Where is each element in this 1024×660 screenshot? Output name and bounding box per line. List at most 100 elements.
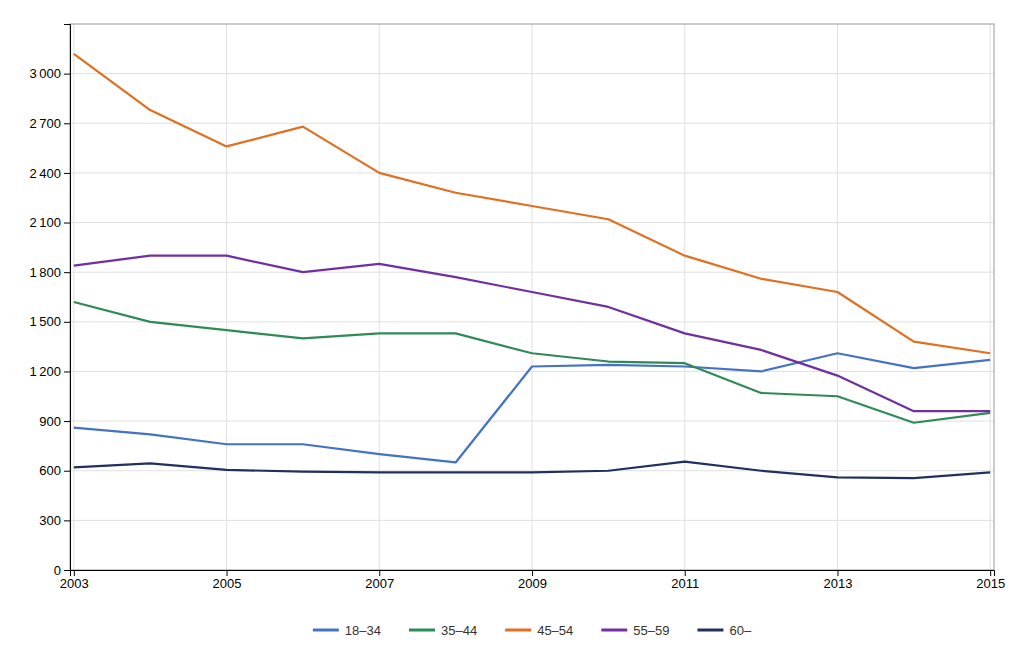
tick-label: 2005 xyxy=(213,576,242,591)
tick-mark xyxy=(64,471,70,472)
legend-label: 60– xyxy=(729,623,751,638)
grid-line-y xyxy=(70,321,994,322)
tick-label: 2 400 xyxy=(29,166,61,181)
grid-line-x xyxy=(990,24,991,570)
tick-mark xyxy=(685,570,686,576)
tick-label: 300 xyxy=(39,513,61,528)
chart-container: 2003 2005 2007 2009 2011 2013 2015 0 300 600 900 1 … xyxy=(0,0,1024,660)
lines xyxy=(74,54,990,478)
tick: 2007 xyxy=(365,570,394,591)
tick-label: 1 500 xyxy=(29,314,61,329)
plot: 2003 2005 2007 2009 2011 2013 2015 0 300 600 900 1 … xyxy=(29,24,1005,591)
legend-item: 60– xyxy=(697,623,751,638)
tick-label: 1 200 xyxy=(29,364,61,379)
axis-line xyxy=(64,25,71,571)
grid-line-y xyxy=(70,222,994,223)
tick-mark xyxy=(379,570,380,576)
tick: 1 800 xyxy=(29,265,70,280)
legend-item: 18–34 xyxy=(313,623,381,638)
tick-label: 2015 xyxy=(976,576,1005,591)
tick: 300 xyxy=(39,513,70,528)
tick-mark xyxy=(64,520,70,521)
y-axis: 0 300 600 900 1 200 1 500 1 800 2 100 2 400 2 700… xyxy=(29,25,70,578)
grid-line-x xyxy=(684,24,685,570)
grid-line-y xyxy=(70,123,994,124)
legend-label: 35–44 xyxy=(441,623,477,638)
tick: 2 100 xyxy=(29,215,70,230)
tick-label: 3 000 xyxy=(29,66,61,81)
legend-item: 35–44 xyxy=(409,623,477,638)
tick-mark xyxy=(64,272,70,273)
legend-item: 55–59 xyxy=(601,623,669,638)
plot-frame xyxy=(70,24,994,570)
tick: 2 400 xyxy=(29,166,70,181)
tick-label: 2009 xyxy=(518,576,547,591)
tick: 0 xyxy=(54,563,70,578)
tick-mark xyxy=(532,570,533,576)
tick: 2013 xyxy=(823,570,852,591)
tick: 1 200 xyxy=(29,364,70,379)
tick-mark xyxy=(990,570,991,576)
chart-svg: 2003 2005 2007 2009 2011 2013 2015 0 300 600 900 1 … xyxy=(0,0,1024,660)
tick-mark xyxy=(64,570,70,571)
legend-label: 55–59 xyxy=(633,623,669,638)
tick-mark xyxy=(64,223,70,224)
tick-label: 2007 xyxy=(365,576,394,591)
grid-line-x xyxy=(73,24,74,570)
grid-line-y xyxy=(70,73,994,74)
legend-label: 18–34 xyxy=(345,623,381,638)
x-axis: 2003 2005 2007 2009 2011 2013 2015 xyxy=(60,570,1005,591)
legend-swatch xyxy=(601,629,627,632)
tick: 2003 xyxy=(60,570,89,591)
tick-label: 1 800 xyxy=(29,265,61,280)
grid-line-y xyxy=(70,272,994,273)
grid-line-y xyxy=(70,172,994,173)
tick-mark xyxy=(74,570,75,576)
grid-line-y xyxy=(70,470,994,471)
legend-label: 45–54 xyxy=(537,623,573,638)
grid-line-x xyxy=(532,24,533,570)
legend-swatch xyxy=(697,629,723,632)
grid-line-x xyxy=(379,24,380,570)
series-line xyxy=(74,462,990,479)
grid-line-x xyxy=(226,24,227,570)
tick-mark xyxy=(227,570,228,576)
tick: 3 000 xyxy=(29,66,70,81)
series-line xyxy=(74,302,990,423)
legend-swatch xyxy=(409,629,435,632)
tick-label: 900 xyxy=(39,414,61,429)
grid-line-x xyxy=(837,24,838,570)
series-line xyxy=(74,54,990,353)
grid-line-y xyxy=(70,371,994,372)
tick: 2 700 xyxy=(29,116,70,131)
legend-item: 45–54 xyxy=(505,623,573,638)
tick-mark xyxy=(64,371,70,372)
tick-label: 600 xyxy=(39,463,61,478)
tick: 1 500 xyxy=(29,314,70,329)
grid-line-y xyxy=(70,520,994,521)
tick-label: 2 100 xyxy=(29,215,61,230)
tick-mark xyxy=(64,123,70,124)
tick: 2005 xyxy=(213,570,242,591)
tick-mark xyxy=(64,322,70,323)
tick: 600 xyxy=(39,463,70,478)
tick-mark xyxy=(64,173,70,174)
series-line xyxy=(74,256,990,412)
tick-mark xyxy=(64,74,70,75)
grid xyxy=(70,24,994,570)
grid-line-y xyxy=(70,421,994,422)
legend: 18–34 35–44 45–54 55–59 60– xyxy=(313,623,752,638)
tick-mark xyxy=(837,570,838,576)
tick-label: 0 xyxy=(54,563,61,578)
axis-line xyxy=(71,571,995,577)
tick: 2015 xyxy=(976,570,1005,591)
tick-label: 2013 xyxy=(823,576,852,591)
tick-label: 2003 xyxy=(60,576,89,591)
legend-swatch xyxy=(505,629,531,632)
tick-label: 2011 xyxy=(671,576,699,591)
legend-swatch xyxy=(313,629,339,632)
series-line xyxy=(74,353,990,462)
tick: 2009 xyxy=(518,570,547,591)
tick-mark xyxy=(64,421,70,422)
tick: 2011 xyxy=(671,570,699,591)
